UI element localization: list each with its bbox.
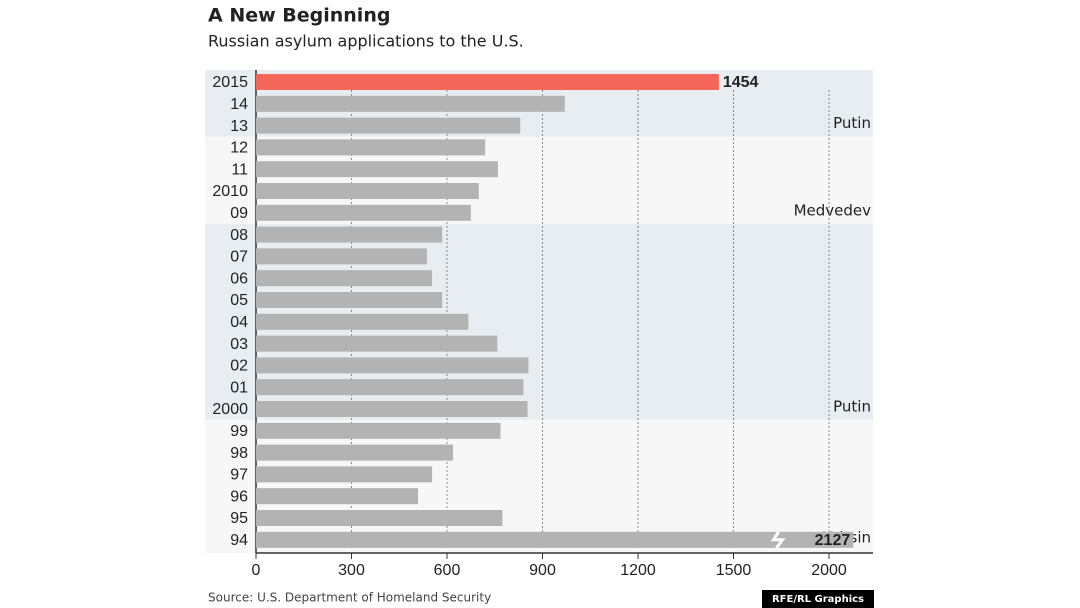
y-tick-label: 02 bbox=[230, 358, 248, 375]
y-tick-label: 2010 bbox=[212, 183, 248, 200]
bar bbox=[256, 379, 524, 396]
y-tick-label: 12 bbox=[230, 140, 248, 157]
y-tick-label: 2000 bbox=[212, 401, 248, 418]
x-tick-label: 900 bbox=[529, 562, 556, 579]
y-tick-label: 04 bbox=[230, 314, 248, 331]
era-label: Putin bbox=[833, 398, 871, 416]
y-tick-label: 13 bbox=[230, 118, 248, 135]
value-label: 2127 bbox=[815, 532, 851, 549]
x-tick-label: 0 bbox=[252, 562, 261, 579]
bar bbox=[256, 357, 529, 374]
y-tick-label: 01 bbox=[230, 379, 248, 396]
bar bbox=[256, 313, 469, 330]
bar bbox=[256, 226, 443, 243]
bar bbox=[256, 95, 565, 112]
bar bbox=[256, 204, 471, 221]
bar bbox=[256, 444, 454, 461]
bar bbox=[256, 510, 503, 526]
bar bbox=[256, 292, 443, 308]
bar bbox=[256, 248, 427, 265]
x-tick-label: 600 bbox=[434, 562, 461, 579]
y-tick-label: 06 bbox=[230, 270, 248, 287]
x-tick-label: 300 bbox=[338, 562, 365, 579]
x-tick-label: 2000 bbox=[811, 562, 847, 579]
x-tick-label: 1200 bbox=[620, 562, 656, 579]
y-tick-label: 11 bbox=[231, 161, 248, 178]
bar bbox=[256, 531, 854, 548]
y-tick-label: 95 bbox=[230, 510, 248, 527]
y-tick-label: 94 bbox=[230, 532, 248, 549]
chart-subtitle: Russian asylum applications to the U.S. bbox=[208, 32, 524, 51]
era-band bbox=[205, 419, 873, 553]
y-tick-label: 08 bbox=[230, 227, 248, 244]
axis-break bbox=[770, 531, 786, 549]
bar bbox=[256, 117, 521, 134]
era-label: Medvedev bbox=[794, 201, 872, 219]
chart-title: A New Beginning bbox=[208, 5, 390, 27]
credit-box bbox=[762, 590, 874, 608]
x-tick-label: 1500 bbox=[716, 562, 752, 579]
y-tick-label: 09 bbox=[230, 205, 248, 222]
bar bbox=[256, 466, 433, 483]
bar bbox=[256, 139, 486, 156]
bar bbox=[256, 335, 498, 352]
value-label: 1454 bbox=[723, 74, 759, 91]
credit: RFE/RL Graphics bbox=[772, 594, 864, 605]
y-tick-label: 05 bbox=[230, 292, 248, 309]
y-tick-label: 07 bbox=[230, 249, 248, 266]
source: Source: U.S. Department of Homeland Secu… bbox=[208, 591, 491, 605]
bar bbox=[256, 422, 501, 439]
bar bbox=[256, 183, 479, 199]
bar bbox=[256, 161, 498, 178]
bar bbox=[256, 270, 433, 287]
bar bbox=[256, 401, 528, 417]
bar bbox=[256, 74, 719, 90]
y-tick-label: 97 bbox=[230, 467, 248, 484]
bar bbox=[256, 488, 419, 505]
y-tick-label: 98 bbox=[230, 445, 248, 462]
y-tick-label: 03 bbox=[230, 336, 248, 353]
y-tick-label: 2015 bbox=[212, 74, 248, 91]
era-label: Putin bbox=[833, 114, 871, 132]
y-tick-label: 14 bbox=[230, 96, 248, 113]
y-tick-label: 99 bbox=[230, 423, 248, 440]
y-tick-label: 96 bbox=[230, 488, 248, 505]
